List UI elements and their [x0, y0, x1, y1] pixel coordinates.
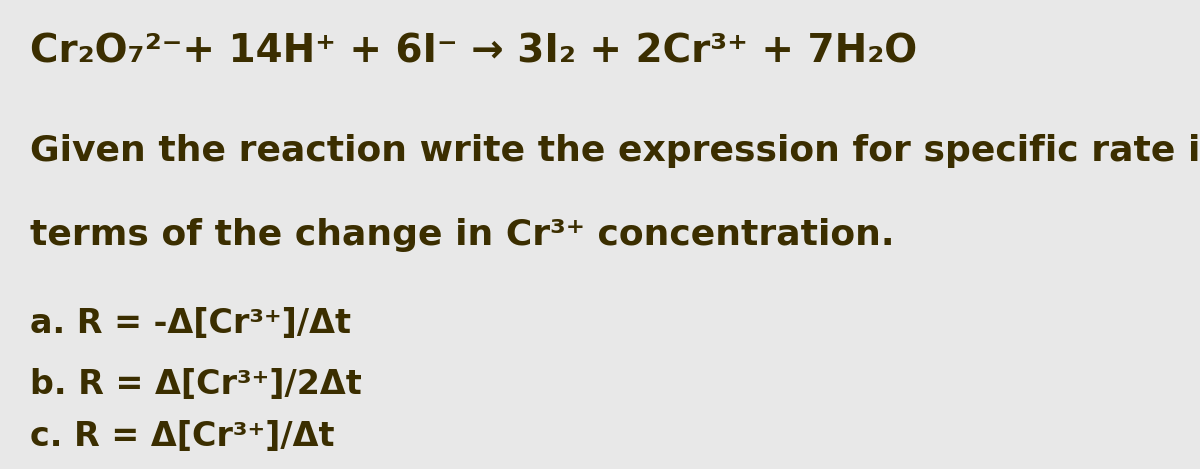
Text: c. R = Δ[Cr³⁺]/Δt: c. R = Δ[Cr³⁺]/Δt	[30, 420, 335, 453]
Text: Given the reaction write the expression for specific rate in: Given the reaction write the expression …	[30, 134, 1200, 167]
Text: Cr₂O₇²⁻+ 14H⁺ + 6I⁻ → 3I₂ + 2Cr³⁺ + 7H₂O: Cr₂O₇²⁻+ 14H⁺ + 6I⁻ → 3I₂ + 2Cr³⁺ + 7H₂O	[30, 33, 917, 71]
Text: b. R = Δ[Cr³⁺]/2Δt: b. R = Δ[Cr³⁺]/2Δt	[30, 368, 361, 401]
Text: a. R = -Δ[Cr³⁺]/Δt: a. R = -Δ[Cr³⁺]/Δt	[30, 307, 352, 340]
Text: terms of the change in Cr³⁺ concentration.: terms of the change in Cr³⁺ concentratio…	[30, 218, 894, 252]
